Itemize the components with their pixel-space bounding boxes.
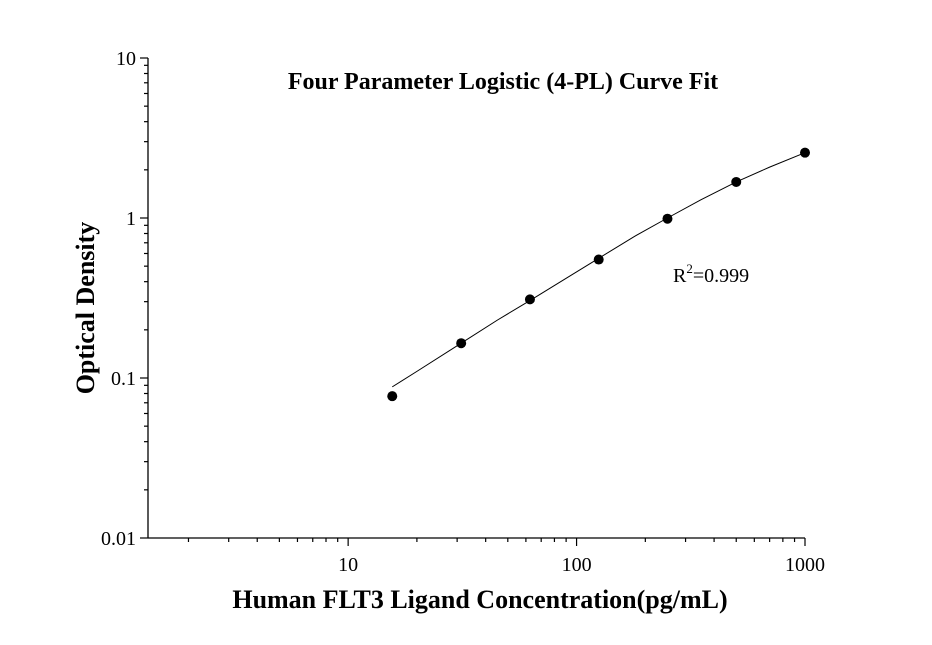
y-tick-label: 1 <box>126 208 136 230</box>
y-axis-label: Optical Density <box>71 222 100 395</box>
x-tick-label: 100 <box>562 554 592 576</box>
x-axis-label: Human FLT3 Ligand Concentration(pg/mL) <box>232 585 727 614</box>
data-points <box>387 147 810 402</box>
axes <box>147 58 805 539</box>
data-point <box>593 254 604 265</box>
r-squared-value: =0.999 <box>693 265 749 287</box>
r-squared-annotation: R2=0.999 <box>673 261 749 287</box>
x-tick-label: 1000 <box>785 554 825 576</box>
data-point <box>800 147 810 158</box>
r-squared-base: R <box>673 265 687 287</box>
data-point <box>456 338 467 349</box>
y-tick-label: 0.01 <box>101 528 136 550</box>
y-tick-label: 10 <box>116 48 136 70</box>
chart-title: Four Parameter Logistic (4-PL) Curve Fit <box>288 69 718 95</box>
x-tick-label: 10 <box>338 554 358 576</box>
x-axis-ticks: 10 100 1000 <box>187 538 825 576</box>
r-squared-superscript: 2 <box>686 261 693 276</box>
data-point <box>731 176 742 187</box>
y-axis-ticks: 0.01 0.1 1 10 <box>101 48 148 550</box>
data-point <box>524 294 535 305</box>
y-tick-label: 0.1 <box>111 368 136 390</box>
data-point <box>662 213 673 224</box>
data-point <box>387 391 398 402</box>
